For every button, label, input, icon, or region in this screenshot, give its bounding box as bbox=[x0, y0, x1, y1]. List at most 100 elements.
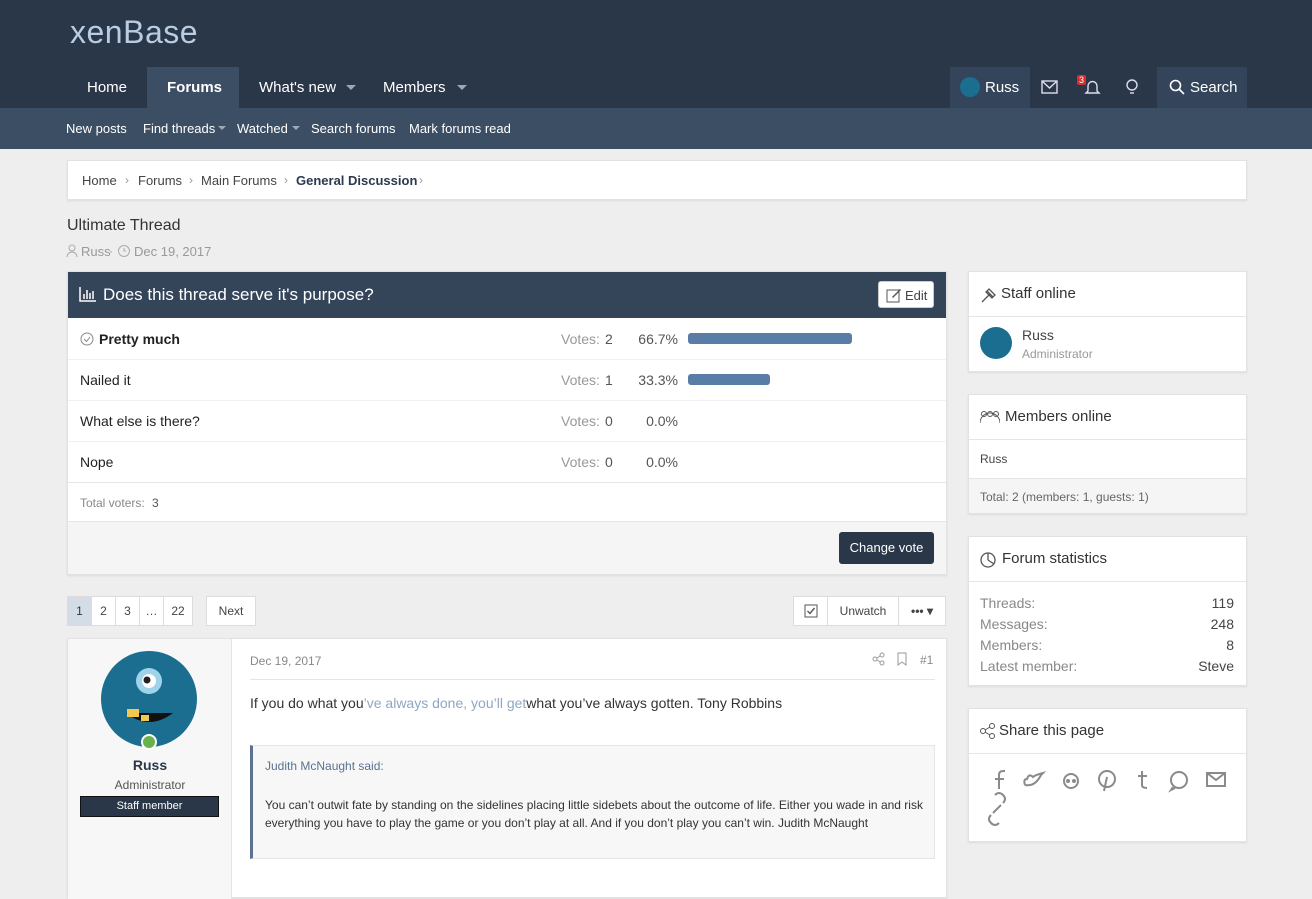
check-icon bbox=[804, 604, 817, 618]
nav-forums[interactable]: Forums bbox=[167, 79, 223, 96]
thread-date: Dec 19, 2017 bbox=[134, 244, 212, 259]
option-label: Nailed it bbox=[80, 372, 131, 388]
votes-label: Votes: bbox=[561, 331, 600, 347]
next-label[interactable]: Next bbox=[218, 604, 244, 618]
caret bbox=[292, 126, 300, 134]
nav-whats-new[interactable]: What's new bbox=[259, 79, 337, 96]
user-avatar bbox=[960, 77, 980, 97]
block-title: Forum statistics bbox=[1002, 550, 1108, 567]
post-number[interactable]: #1 bbox=[920, 653, 934, 667]
quote-author[interactable]: Judith McNaught said: bbox=[265, 759, 384, 773]
page-link[interactable]: … bbox=[139, 596, 164, 626]
stat-label: Threads: bbox=[980, 595, 1036, 611]
alert-badge: 3 bbox=[1077, 75, 1087, 85]
poll-header bbox=[68, 272, 946, 318]
nav-members[interactable]: Members bbox=[383, 79, 446, 96]
block-header bbox=[969, 537, 1246, 582]
stats-icon bbox=[980, 552, 996, 568]
members-online-block: Members online Russ Total: 2 (members: 1… bbox=[968, 394, 1247, 514]
staff-avatar[interactable] bbox=[980, 327, 1012, 359]
divider bbox=[68, 441, 946, 442]
stat-value: 119 bbox=[1211, 595, 1234, 611]
voted-icon bbox=[80, 332, 94, 346]
ideas-icon[interactable] bbox=[1125, 79, 1139, 96]
edit-label[interactable]: Edit bbox=[905, 288, 928, 303]
subnav-link[interactable]: Watched bbox=[237, 121, 288, 136]
page-link[interactable]: 2 bbox=[91, 596, 116, 626]
page-link[interactable]: 1 bbox=[67, 596, 92, 626]
watch-checkbox[interactable] bbox=[793, 596, 828, 626]
block-title: Share this page bbox=[999, 722, 1105, 739]
inbox-icon[interactable] bbox=[1041, 80, 1058, 94]
breadcrumb[interactable]: Home bbox=[82, 173, 117, 188]
votes-label: Votes: bbox=[561, 454, 600, 470]
stat-label: Members: bbox=[980, 637, 1043, 653]
breadcrumb[interactable]: Main Forums bbox=[201, 173, 277, 188]
block-header bbox=[969, 709, 1246, 754]
alerts-icon[interactable] bbox=[1084, 79, 1101, 96]
breadcrumb[interactable]: Forums bbox=[138, 173, 183, 188]
poll: Does this thread serve it's purpose? Edi… bbox=[67, 271, 947, 575]
online-total: Total: 2 (members: 1, guests: 1) bbox=[980, 490, 1149, 504]
quote-text: You can’t outwit fate by standing on the… bbox=[265, 798, 923, 830]
subnav-link[interactable]: Find threads bbox=[143, 121, 216, 136]
percent: 33.3% bbox=[638, 372, 678, 388]
breadcrumb-sep: › bbox=[125, 173, 129, 187]
forum-statistics-block: Forum statistics Threads: 119 Messages: 248… bbox=[968, 536, 1247, 686]
logo[interactable]: xenBase bbox=[70, 14, 199, 50]
link[interactable]: ’ve always done, you’ll get bbox=[363, 695, 527, 711]
text: what you’ve always gotten. Tony Robbins bbox=[526, 695, 783, 711]
svg-text:·: · bbox=[109, 244, 113, 258]
thread-title: Ultimate Thread bbox=[67, 217, 181, 234]
subnav-link[interactable]: Mark forums read bbox=[409, 121, 511, 136]
divider bbox=[250, 679, 935, 680]
subnav-link[interactable]: Search forums bbox=[311, 121, 396, 136]
divider bbox=[68, 482, 946, 483]
stat-value: 8 bbox=[1226, 637, 1234, 653]
meta-icons: · bbox=[66, 244, 130, 258]
share-block: Share this page bbox=[968, 708, 1247, 842]
option-label: Pretty much bbox=[99, 331, 180, 347]
more-button[interactable]: ••• ▾ bbox=[898, 596, 946, 626]
online-member[interactable]: Russ bbox=[980, 452, 1008, 466]
staff-name[interactable]: Russ bbox=[1022, 327, 1054, 343]
thread-author[interactable]: Russ bbox=[81, 244, 111, 259]
divider bbox=[68, 400, 946, 401]
stat-value: Steve bbox=[1198, 658, 1234, 674]
post-avatar[interactable] bbox=[101, 651, 199, 751]
share-icon bbox=[980, 723, 995, 739]
unwatch-label[interactable]: Unwatch bbox=[839, 604, 887, 618]
percent: 0.0% bbox=[646, 454, 678, 470]
poll-icon bbox=[79, 287, 96, 302]
share-buttons[interactable] bbox=[987, 769, 1232, 829]
text: If you do what you bbox=[250, 695, 364, 711]
breadcrumb-sep: › bbox=[284, 173, 288, 187]
user-name[interactable]: Russ bbox=[985, 79, 1020, 96]
unwatch-button[interactable]: Unwatch bbox=[827, 596, 899, 626]
page-link[interactable]: 22 bbox=[163, 596, 193, 626]
post-date[interactable]: Dec 19, 2017 bbox=[250, 654, 322, 668]
votes-count: 0 bbox=[605, 454, 613, 470]
divider bbox=[68, 359, 946, 360]
change-vote-button[interactable]: Change vote bbox=[839, 532, 934, 564]
search-box[interactable] bbox=[1157, 67, 1247, 108]
caret bbox=[457, 85, 467, 95]
block-footer bbox=[969, 478, 1246, 513]
next-button[interactable]: Next bbox=[206, 596, 256, 626]
page-link[interactable]: 3 bbox=[115, 596, 140, 626]
total-label: Total voters: bbox=[80, 496, 145, 510]
post-actions[interactable] bbox=[872, 652, 922, 666]
breadcrumb-sep: › bbox=[419, 173, 423, 187]
edit-icon bbox=[886, 289, 901, 303]
search-label[interactable]: Search bbox=[1190, 79, 1238, 96]
block-header bbox=[969, 395, 1246, 440]
post-author[interactable]: Russ bbox=[132, 757, 168, 773]
votes-count: 0 bbox=[605, 413, 613, 429]
staff-badge: Staff member bbox=[80, 796, 219, 817]
subnav-link[interactable]: New posts bbox=[66, 121, 127, 136]
nav-home[interactable]: Home bbox=[87, 79, 128, 96]
caret bbox=[346, 85, 356, 95]
members-icon bbox=[980, 411, 1000, 424]
breadcrumb[interactable]: General Discussion bbox=[296, 173, 418, 188]
